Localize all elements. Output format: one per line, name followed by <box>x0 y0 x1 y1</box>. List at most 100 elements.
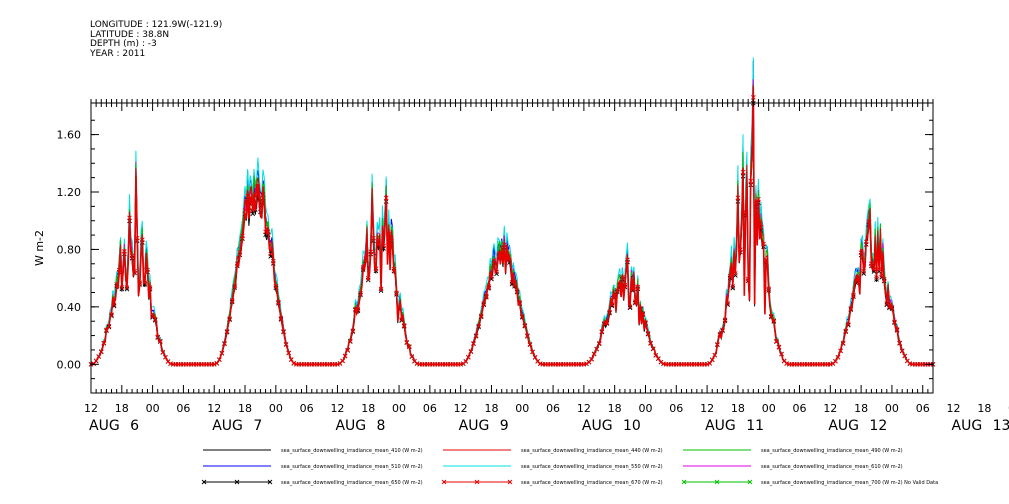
data-point <box>902 353 908 359</box>
x-hour-label: 06 <box>423 402 437 415</box>
x-day-label: AUG 11 <box>705 418 764 434</box>
x-hour-label: 00 <box>269 402 283 415</box>
data-point <box>383 195 389 201</box>
series-lines <box>88 57 936 367</box>
data-point <box>489 274 494 280</box>
data-point <box>743 209 748 215</box>
data-point <box>881 276 887 282</box>
data-point <box>106 323 112 329</box>
data-point <box>163 354 168 360</box>
data-point <box>227 316 232 321</box>
data-point <box>350 328 356 334</box>
x-hour-label: 12 <box>577 402 591 415</box>
data-point <box>391 266 397 272</box>
data-point <box>845 321 851 327</box>
data-point <box>856 276 861 282</box>
data-point <box>709 357 715 363</box>
data-point <box>116 267 122 273</box>
data-point <box>525 333 530 339</box>
data-point <box>214 360 220 366</box>
data-point <box>409 354 415 359</box>
data-point <box>733 271 738 276</box>
header-depth: DEPTH (m) : -3 <box>90 39 157 49</box>
data-point <box>779 351 784 357</box>
y-axis-label: W m-2 <box>33 230 46 266</box>
data-point <box>512 282 517 287</box>
data-point <box>358 291 363 296</box>
legend-label: sea_surface_downwelling_irradiance_mean_… <box>281 480 423 486</box>
data-point <box>98 349 104 354</box>
series-line-2 <box>90 84 933 365</box>
header-year: YEAR : 2011 <box>90 48 146 59</box>
data-point <box>109 312 114 318</box>
data-point <box>774 338 779 344</box>
data-point <box>720 327 725 333</box>
legend: sea_surface_downwelling_irradiance_mean_… <box>201 448 938 486</box>
series-line-5 <box>90 79 933 365</box>
legend-label: sea_surface_downwelling_irradiance_mean_… <box>281 448 423 454</box>
data-point <box>874 277 879 282</box>
data-point <box>473 333 479 338</box>
legend-label: sea_surface_downwelling_irradiance_mean_… <box>521 480 663 486</box>
header-longitude: LONGITUDE : 121.9W(-121.9) <box>90 20 223 30</box>
data-point <box>486 284 492 289</box>
data-point <box>727 273 733 279</box>
data-point <box>851 292 856 298</box>
legend-item: sea_surface_downwelling_irradiance_mean_… <box>683 448 903 454</box>
data-point <box>648 340 653 346</box>
series-markers-6 <box>88 100 936 367</box>
data-point <box>222 340 227 346</box>
x-hour-label: 12 <box>700 402 714 415</box>
data-point <box>219 350 225 356</box>
data-point <box>715 342 720 347</box>
data-point <box>653 352 659 358</box>
data-point <box>155 334 161 340</box>
legend-item: sea_surface_downwelling_irradiance_mean_… <box>681 479 938 486</box>
data-point <box>879 273 884 278</box>
data-point <box>96 354 102 359</box>
data-point <box>140 237 145 243</box>
data-point <box>853 278 859 284</box>
data-point <box>335 361 340 367</box>
data-point <box>887 304 892 309</box>
data-point <box>504 250 510 256</box>
legend-label: sea_surface_downwelling_irradiance_mean_… <box>761 448 903 454</box>
data-point <box>217 357 222 362</box>
data-point <box>756 196 761 202</box>
data-point <box>360 265 366 270</box>
series-line-0 <box>90 95 933 365</box>
data-point <box>612 293 618 299</box>
data-point <box>137 280 143 286</box>
data-point <box>517 299 523 305</box>
x-hour-label: 00 <box>515 402 529 415</box>
data-point <box>101 340 107 346</box>
data-point <box>602 321 607 326</box>
data-point <box>771 318 777 323</box>
data-point <box>270 258 276 264</box>
data-point <box>478 313 484 319</box>
data-point <box>635 284 641 290</box>
data-point <box>899 348 905 354</box>
x-hour-label: 12 <box>454 402 468 415</box>
data-point <box>406 344 412 349</box>
data-point <box>283 341 289 347</box>
data-point <box>211 361 217 367</box>
data-point <box>484 293 489 299</box>
data-point <box>532 354 538 360</box>
x-hour-label: 00 <box>885 402 899 415</box>
data-point <box>530 349 535 355</box>
data-point <box>252 203 258 209</box>
data-point <box>514 288 520 293</box>
data-point <box>656 356 661 361</box>
data-point <box>835 354 841 360</box>
data-point <box>160 349 166 355</box>
data-point <box>501 242 507 248</box>
data-point <box>627 305 633 311</box>
data-point <box>255 184 261 189</box>
data-point <box>466 354 471 360</box>
y-tick-label: 0.40 <box>57 301 82 314</box>
x-day-label: AUG 13 <box>952 418 1009 434</box>
data-point <box>735 195 741 201</box>
data-point <box>104 327 109 333</box>
x-hour-label: 00 <box>392 402 406 415</box>
